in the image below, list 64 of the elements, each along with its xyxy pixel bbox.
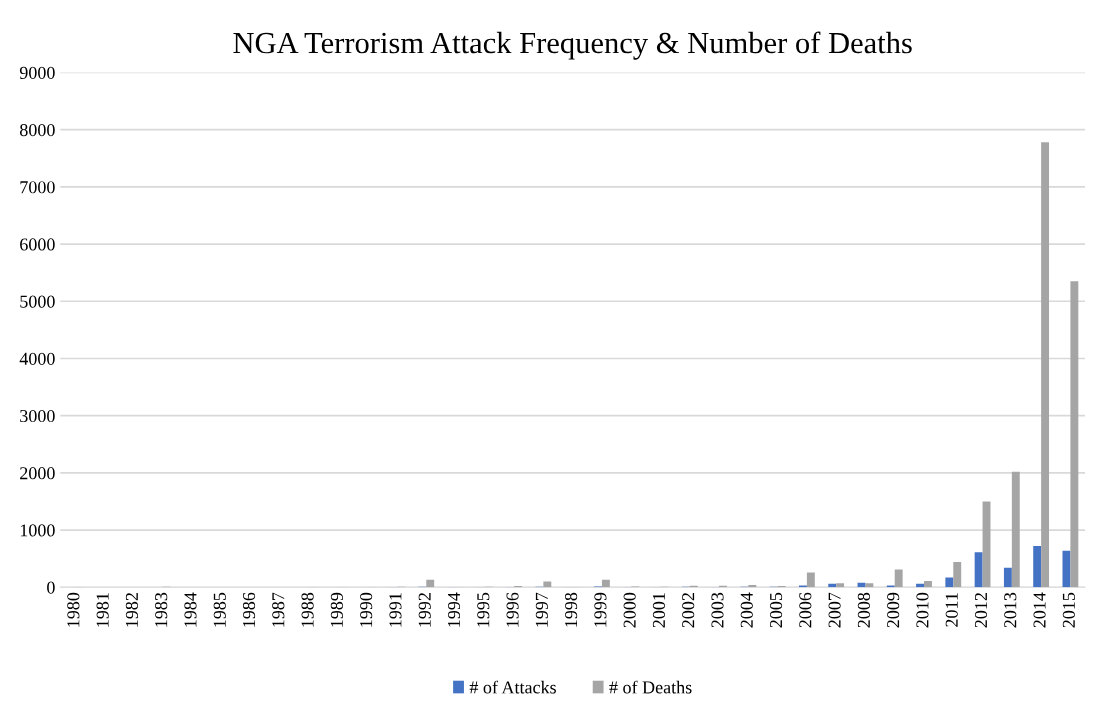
x-tick-label: 1984 bbox=[184, 592, 197, 627]
x-tick-label: 1990 bbox=[360, 592, 373, 627]
x-tick-label: 2007 bbox=[828, 592, 841, 628]
bar bbox=[1033, 546, 1042, 588]
x-tick-label: 1996 bbox=[506, 592, 519, 627]
y-tick-label: 8000 bbox=[20, 123, 55, 137]
bar bbox=[836, 583, 845, 588]
x-tick-label: 2006 bbox=[799, 592, 812, 628]
y-tick-label: 3000 bbox=[20, 409, 55, 423]
x-tick-label: 2009 bbox=[887, 592, 900, 628]
x-tick-label: 2012 bbox=[974, 593, 988, 628]
x-tick-label: 1981 bbox=[96, 593, 109, 627]
bar bbox=[865, 583, 874, 588]
chart-title: NGA Terrorism Attack Frequency & Number of Deaths bbox=[233, 31, 912, 60]
x-tick-label: 1983 bbox=[155, 592, 168, 627]
y-tick-label: 9000 bbox=[19, 66, 55, 79]
x-tick-label: 1999 bbox=[594, 592, 607, 627]
legend-label: # of Attacks bbox=[469, 680, 556, 694]
x-tick-label: 1994 bbox=[447, 592, 461, 627]
y-tick-label: 0 bbox=[47, 581, 55, 594]
bar bbox=[974, 552, 983, 588]
x-tick-label: 1995 bbox=[477, 592, 490, 627]
x-tick-label: 1985 bbox=[213, 592, 226, 627]
x-tick-label: 2011 bbox=[945, 593, 958, 627]
y-tick-label: 4000 bbox=[19, 352, 55, 365]
y-tick-label: 6000 bbox=[20, 238, 55, 251]
x-tick-label: 2001 bbox=[652, 593, 666, 628]
bar bbox=[945, 577, 954, 588]
legend-label: # of Deaths bbox=[609, 680, 692, 694]
x-tick-label: 2002 bbox=[682, 593, 695, 628]
x-tick-label: 1992 bbox=[418, 593, 431, 627]
x-tick-label: 1997 bbox=[535, 592, 548, 627]
bar bbox=[953, 562, 962, 588]
x-tick-label: 1986 bbox=[242, 592, 256, 627]
bar bbox=[924, 580, 932, 588]
bar bbox=[1011, 471, 1020, 588]
x-tick-label: 2013 bbox=[1004, 592, 1017, 628]
x-tick-label: 2010 bbox=[916, 592, 929, 628]
x-tick-label: 1989 bbox=[330, 592, 343, 627]
x-tick-label: 1980 bbox=[67, 592, 80, 627]
bar bbox=[426, 579, 435, 588]
x-tick-label: 1988 bbox=[301, 592, 314, 627]
x-tick-label: 2008 bbox=[857, 592, 870, 628]
bar bbox=[1041, 142, 1050, 588]
bar bbox=[806, 572, 815, 588]
bar bbox=[1062, 550, 1071, 588]
y-tick-label: 1000 bbox=[20, 524, 55, 537]
x-tick-label: 1998 bbox=[564, 592, 578, 627]
bar bbox=[601, 579, 610, 588]
bar bbox=[894, 569, 903, 588]
x-tick-label: 2015 bbox=[1062, 592, 1075, 628]
bar bbox=[1070, 281, 1079, 588]
y-tick-label: 2000 bbox=[20, 467, 55, 480]
x-tick-label: 1991 bbox=[389, 593, 402, 627]
x-tick-label: 1982 bbox=[125, 593, 138, 627]
x-tick-label: 2005 bbox=[769, 592, 783, 628]
y-tick-label: 7000 bbox=[20, 181, 55, 194]
y-tick-label: 5000 bbox=[20, 295, 55, 308]
x-tick-label: 2014 bbox=[1033, 592, 1046, 628]
x-tick-label: 2004 bbox=[740, 592, 753, 628]
x-tick-label: 2003 bbox=[711, 592, 724, 628]
x-tick-label: 2000 bbox=[623, 592, 636, 628]
bar bbox=[1003, 567, 1012, 588]
x-tick-label: 1987 bbox=[272, 592, 285, 627]
